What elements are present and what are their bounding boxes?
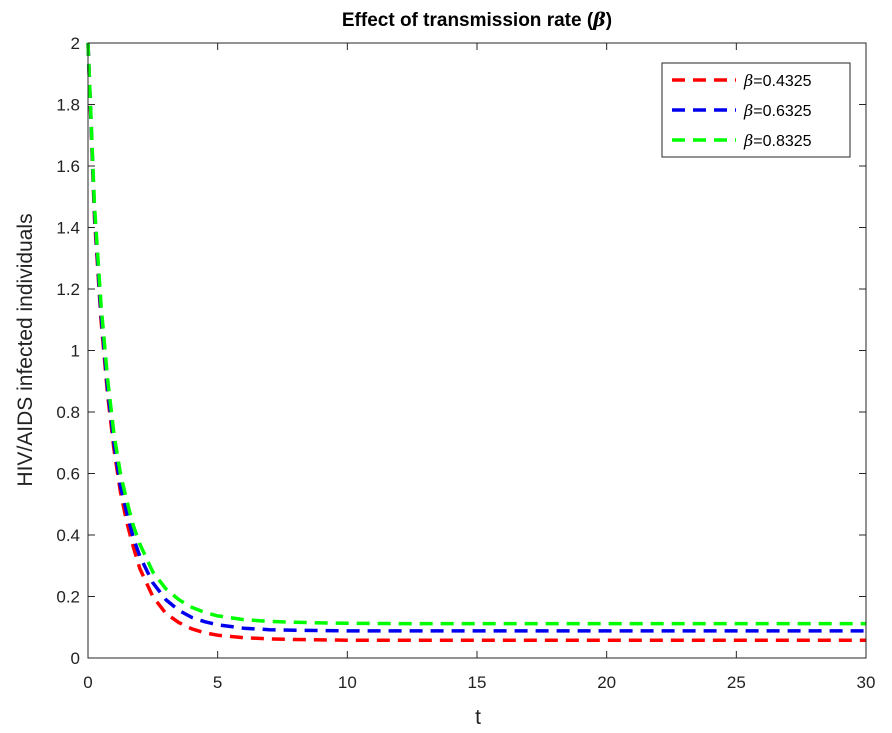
y-tick-label: 0.2 <box>56 588 80 607</box>
y-tick-label: 0.6 <box>56 465 80 484</box>
y-tick-label: 0.4 <box>56 526 80 545</box>
y-tick-label: 0.8 <box>56 403 80 422</box>
y-axis-label: HIV/AIDS infected individuals <box>14 213 37 486</box>
x-tick-label: 20 <box>597 673 616 692</box>
series-lines <box>86 42 866 642</box>
x-tick-label: 30 <box>857 673 876 692</box>
y-tick-label: 2 <box>71 34 80 53</box>
x-tick-label: 25 <box>727 673 746 692</box>
axis-ticks: 0 5 10 15 20 25 30 0 0.2 0.4 0.6 0.8 1 1.2 1.4 1.6 1.8 2 <box>56 34 875 692</box>
x-tick-label: 10 <box>338 673 357 692</box>
y-tick-label: 0 <box>71 649 80 668</box>
x-tick-label: 0 <box>83 673 92 692</box>
y-tick-label: 1.2 <box>56 280 80 299</box>
x-tick-label: 15 <box>468 673 487 692</box>
plot-frame <box>87 42 867 659</box>
y-tick-label: 1.4 <box>56 219 80 238</box>
chart-title: Effect of transmission rate (β) <box>342 9 612 31</box>
y-tick-label: 1.8 <box>56 96 80 115</box>
x-axis-label: t <box>475 706 481 729</box>
legend-label-3: β=0.8325 <box>743 131 812 150</box>
y-tick-label: 1 <box>71 342 80 361</box>
legend: β=0.4325 β=0.6325 β=0.8325 <box>661 62 851 158</box>
x-tick-label: 5 <box>213 673 222 692</box>
series-line-3 <box>86 42 866 626</box>
legend-label-1: β=0.4325 <box>743 71 812 90</box>
y-tick-label: 1.6 <box>56 157 80 176</box>
legend-label-2: β=0.6325 <box>743 101 812 120</box>
